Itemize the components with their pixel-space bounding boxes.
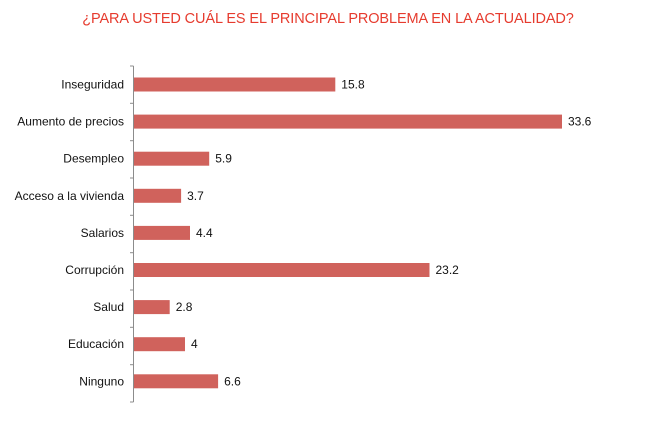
- category-label-2: Desempleo: [63, 152, 124, 166]
- value-label-7: 4: [191, 337, 198, 351]
- category-label-6: Salud: [93, 300, 124, 314]
- category-label-1: Aumento de precios: [17, 115, 124, 129]
- category-label-7: Educación: [68, 337, 124, 351]
- bar-1: [134, 114, 562, 129]
- bar-4: [134, 225, 190, 240]
- bar-3: [134, 188, 182, 203]
- category-label-8: Ninguno: [79, 374, 124, 388]
- category-label-3: Acceso a la vivienda: [15, 189, 125, 203]
- value-label-5: 23.2: [436, 263, 460, 277]
- bar-0: [134, 77, 336, 92]
- bar-5: [134, 263, 430, 277]
- value-label-6: 2.8: [176, 300, 193, 314]
- bar-7: [134, 337, 185, 352]
- value-label-0: 15.8: [341, 78, 365, 92]
- value-label-3: 3.7: [187, 189, 204, 203]
- category-label-4: Salarios: [81, 226, 124, 240]
- chart-title: ¿PARA USTED CUÁL ES EL PRINCIPAL PROBLEM…: [82, 11, 574, 27]
- bar-6: [134, 300, 170, 315]
- bar-2: [134, 151, 210, 166]
- value-label-4: 4.4: [196, 226, 213, 240]
- value-label-1: 33.6: [568, 115, 592, 129]
- value-label-8: 6.6: [224, 374, 241, 388]
- category-label-0: Inseguridad: [61, 78, 124, 92]
- bar-8: [134, 374, 219, 389]
- category-label-5: Corrupción: [65, 263, 124, 277]
- value-label-2: 5.9: [215, 152, 232, 166]
